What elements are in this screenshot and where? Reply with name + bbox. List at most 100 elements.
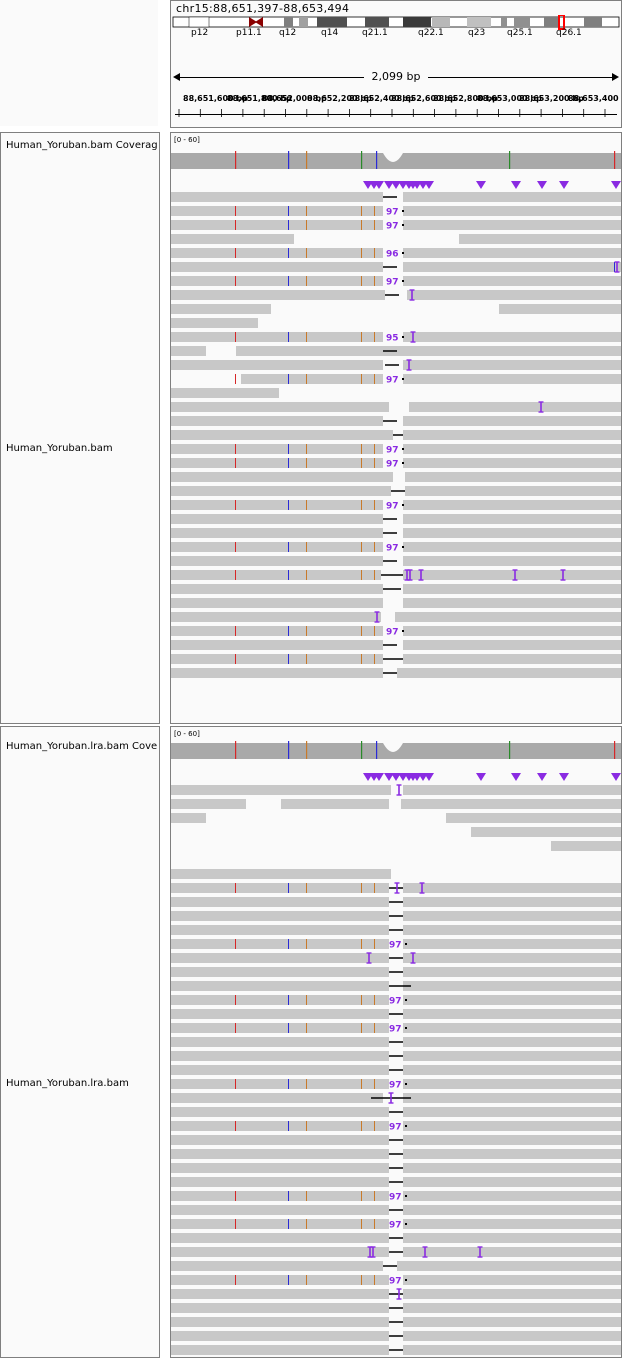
read bbox=[409, 402, 621, 412]
insertion-size-label: 97 bbox=[389, 1025, 402, 1035]
read bbox=[403, 1079, 621, 1089]
read bbox=[171, 939, 389, 949]
mismatch bbox=[361, 374, 362, 384]
track2-canvas[interactable]: 97 97 97 97 97 97 97 97 bbox=[171, 727, 621, 1357]
read bbox=[403, 332, 621, 342]
read bbox=[281, 799, 389, 809]
mismatch bbox=[235, 1275, 236, 1285]
read bbox=[405, 472, 621, 482]
insertion-size-label: 97 bbox=[386, 544, 399, 554]
mismatch bbox=[306, 883, 307, 893]
read bbox=[403, 1345, 621, 1355]
mismatch bbox=[288, 444, 289, 454]
mismatch bbox=[288, 1275, 289, 1285]
read bbox=[171, 925, 389, 935]
read bbox=[403, 598, 621, 608]
mismatch bbox=[306, 500, 307, 510]
read bbox=[551, 841, 621, 851]
read bbox=[403, 981, 621, 991]
read bbox=[403, 514, 621, 524]
read bbox=[403, 374, 621, 384]
insertion-dot bbox=[402, 546, 404, 548]
mismatch bbox=[288, 1219, 289, 1229]
mismatch bbox=[374, 1219, 375, 1229]
read bbox=[499, 304, 621, 314]
track2-name-panel: Human_Yoruban.lra.bam Coverage Human_Yor… bbox=[0, 726, 160, 1358]
read bbox=[171, 220, 383, 230]
coverage-variant-bar bbox=[376, 151, 378, 169]
insertion-triangle-icon bbox=[559, 181, 569, 189]
coverage-variant-bar bbox=[614, 151, 616, 169]
read bbox=[403, 1135, 621, 1145]
insertion-triangle-icon bbox=[374, 773, 384, 781]
mismatch bbox=[374, 332, 375, 342]
locus-text: chr15:88,651,397-88,653,494 bbox=[176, 2, 350, 15]
coverage-variant-bar bbox=[306, 741, 308, 759]
mismatch bbox=[235, 332, 236, 342]
mismatch bbox=[306, 626, 307, 636]
insertion-triangle-icon bbox=[391, 773, 401, 781]
mismatch bbox=[306, 1121, 307, 1131]
ideogram[interactable] bbox=[171, 15, 621, 45]
insertion-triangle-icon bbox=[374, 181, 384, 189]
alignment-track-name[interactable]: Human_Yoruban.bam bbox=[6, 443, 113, 454]
read bbox=[236, 346, 621, 356]
read bbox=[397, 668, 621, 678]
insertion-size-label: 97 bbox=[389, 1123, 402, 1133]
centromere-left-icon bbox=[249, 17, 257, 27]
track2-data-panel[interactable]: [0 - 60] 97 97 97 97 97 97 97 97 bbox=[170, 726, 622, 1358]
read bbox=[171, 1093, 383, 1103]
read bbox=[171, 528, 383, 538]
read bbox=[403, 897, 621, 907]
read bbox=[471, 827, 621, 837]
insertion-size-label: 97 bbox=[386, 446, 399, 456]
read bbox=[171, 1191, 389, 1201]
coverage-track-name[interactable]: Human_Yoruban.lra.bam Coverage bbox=[6, 741, 158, 752]
read bbox=[171, 1149, 389, 1159]
mismatch bbox=[288, 1121, 289, 1131]
mismatch bbox=[361, 542, 362, 552]
track1-name-panel: Human_Yoruban.bam Coverage Human_Yoruban… bbox=[0, 132, 160, 724]
insertion-dot bbox=[405, 1125, 407, 1127]
read bbox=[403, 1121, 621, 1131]
read bbox=[403, 1177, 621, 1187]
read bbox=[403, 192, 621, 202]
read bbox=[403, 584, 621, 594]
insertion-size-label: 97 bbox=[386, 502, 399, 512]
mismatch bbox=[361, 276, 362, 286]
mismatch bbox=[288, 276, 289, 286]
coverage-track-name[interactable]: Human_Yoruban.bam Coverage bbox=[6, 140, 158, 151]
mismatch bbox=[288, 995, 289, 1005]
read bbox=[171, 192, 383, 202]
read bbox=[403, 500, 621, 510]
mismatch bbox=[235, 444, 236, 454]
track1-canvas[interactable]: 97 97 96 97 95 97 97 97 97 97 97 bbox=[171, 133, 621, 723]
cytoband-label: q21.1 bbox=[362, 28, 388, 38]
alignment-track-name[interactable]: Human_Yoruban.lra.bam bbox=[6, 1078, 129, 1089]
read bbox=[403, 570, 621, 580]
insertion-size-label: 97 bbox=[386, 278, 399, 288]
mismatch bbox=[288, 883, 289, 893]
read bbox=[403, 883, 621, 893]
insertion-size-label: 97 bbox=[386, 222, 399, 232]
read bbox=[171, 869, 391, 879]
read bbox=[171, 626, 383, 636]
read bbox=[171, 1233, 389, 1243]
read bbox=[403, 626, 621, 636]
read bbox=[171, 1065, 389, 1075]
read bbox=[171, 1303, 389, 1313]
mismatch bbox=[306, 939, 307, 949]
read bbox=[171, 1345, 389, 1355]
read bbox=[403, 430, 621, 440]
track1-data-panel[interactable]: [0 - 60] 97 97 96 97 95 97 97 97 97 97 97 bbox=[170, 132, 622, 724]
insertion-triangle-icon bbox=[559, 773, 569, 781]
read bbox=[403, 444, 621, 454]
read bbox=[171, 1331, 389, 1341]
ruler-tick-label: 88,652,600 bp bbox=[391, 94, 456, 103]
mismatch bbox=[361, 1079, 362, 1089]
coverage-variant-bar bbox=[361, 741, 363, 759]
insertion-size-label: 97 bbox=[386, 376, 399, 386]
mismatch bbox=[374, 276, 375, 286]
mismatch bbox=[361, 1275, 362, 1285]
insertion-dot bbox=[405, 1027, 407, 1029]
